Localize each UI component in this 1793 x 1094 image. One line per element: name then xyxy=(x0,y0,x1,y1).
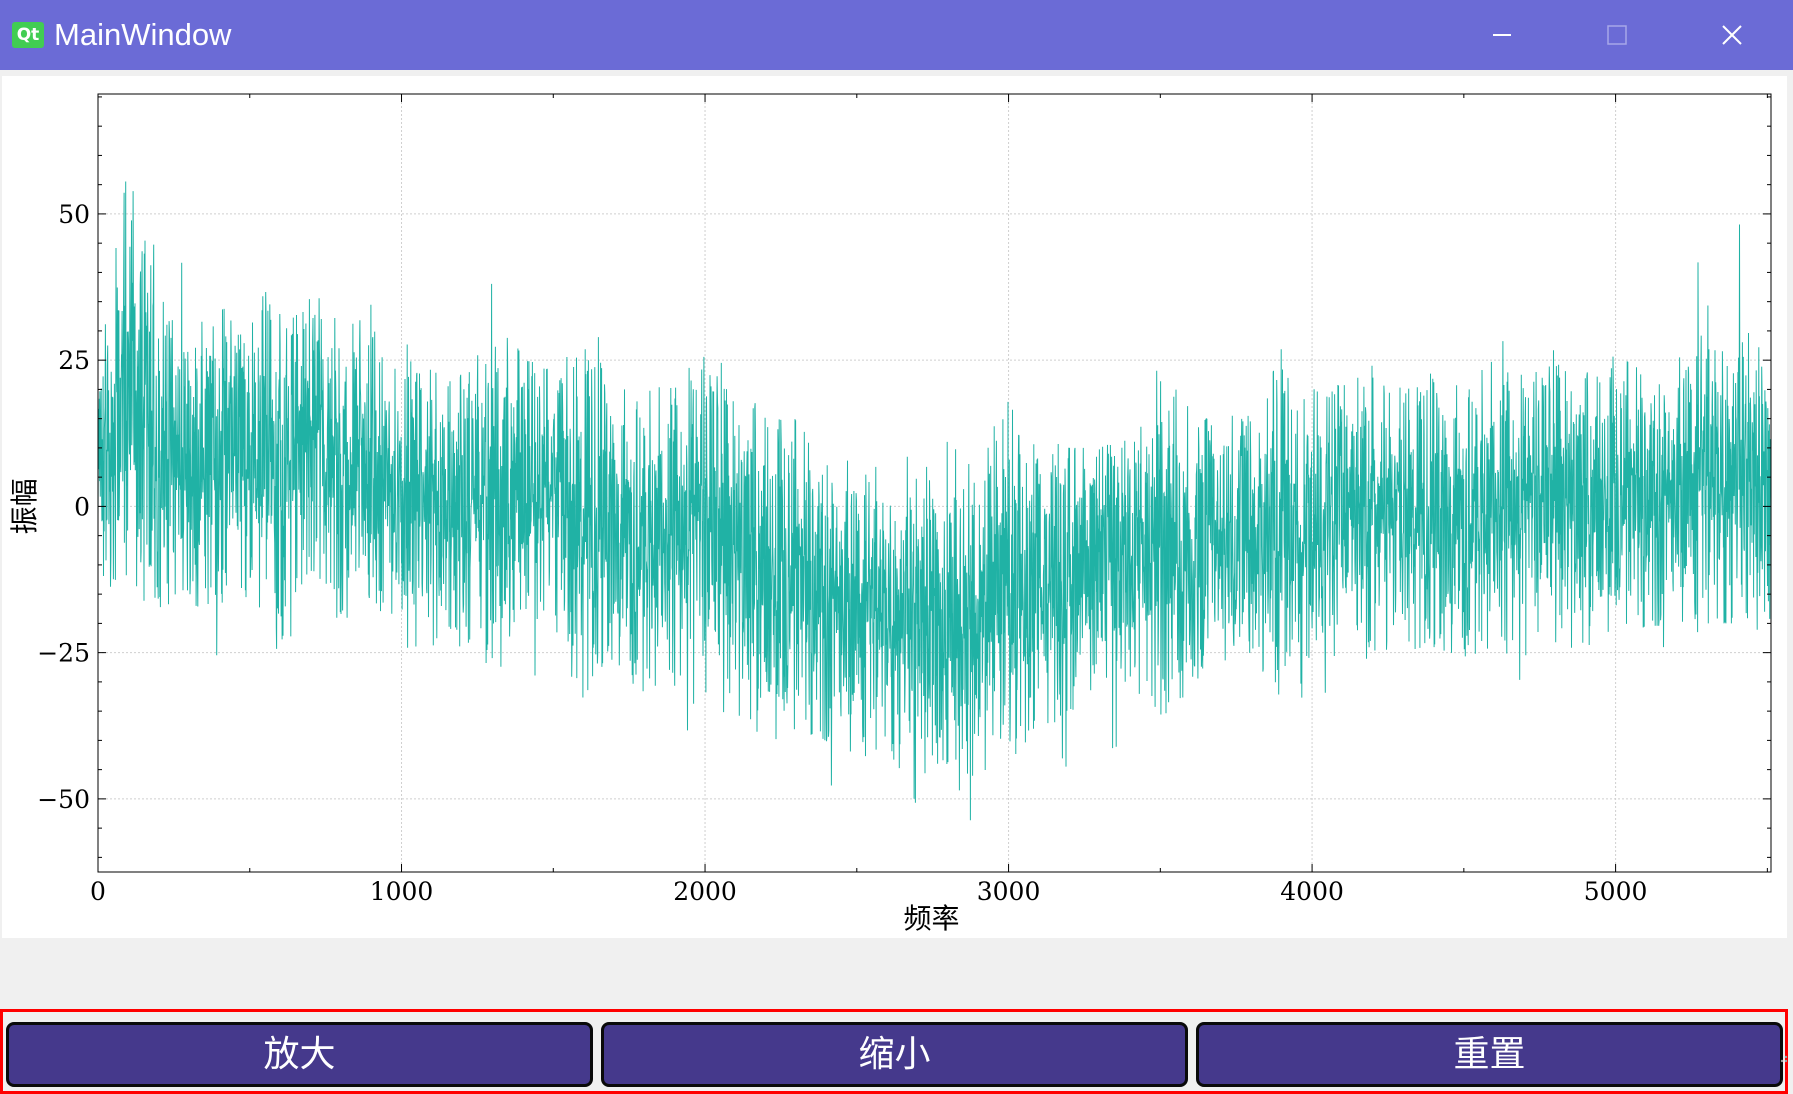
button-row: 放大 缩小 重置 xyxy=(0,1009,1788,1094)
maximize-button[interactable] xyxy=(1562,0,1672,70)
x-tick-label: 1000 xyxy=(370,877,434,906)
reset-button[interactable]: 重置 xyxy=(1196,1022,1783,1087)
x-axis-label: 频率 xyxy=(903,902,959,935)
x-tick-label: 5000 xyxy=(1584,877,1648,906)
close-button[interactable] xyxy=(1677,0,1787,70)
x-tick-label: 3000 xyxy=(977,877,1041,906)
plot-frame xyxy=(97,93,1772,873)
signal-line xyxy=(97,181,1772,821)
plot-area[interactable]: 0 1000 2000 3000 4000 5000 −50 −25 0 25 50 频率 振幅 xyxy=(2,76,1787,938)
minimize-icon xyxy=(1493,34,1511,36)
resize-grip-icon[interactable] xyxy=(1775,1050,1789,1064)
amplitude-chart[interactable]: 0 1000 2000 3000 4000 5000 −50 −25 0 25 50 频率 振幅 xyxy=(2,76,1787,938)
x-tick-label: 2000 xyxy=(673,877,737,906)
maximize-icon xyxy=(1607,25,1627,45)
y-tick-label: 25 xyxy=(58,346,90,375)
close-icon xyxy=(1722,25,1742,45)
window-title: MainWindow xyxy=(54,17,232,52)
y-tick-label: −25 xyxy=(37,639,90,668)
qt-logo-icon: Qt xyxy=(12,22,44,48)
main-window-client: 0 1000 2000 3000 4000 5000 −50 −25 0 25 50 频率 振幅 放大 … xyxy=(0,70,1793,1094)
x-tick-label: 4000 xyxy=(1280,877,1344,906)
y-axis-label: 振幅 xyxy=(8,478,41,534)
x-tick-label: 0 xyxy=(90,877,106,906)
y-tick-label: 50 xyxy=(58,200,90,229)
y-tick-label: 0 xyxy=(74,492,90,521)
zoom-in-button[interactable]: 放大 xyxy=(6,1022,593,1087)
zoom-out-button[interactable]: 缩小 xyxy=(601,1022,1188,1087)
title-bar[interactable]: Qt MainWindow xyxy=(0,0,1793,70)
y-tick-label: −50 xyxy=(37,785,90,814)
minimize-button[interactable] xyxy=(1447,0,1557,70)
